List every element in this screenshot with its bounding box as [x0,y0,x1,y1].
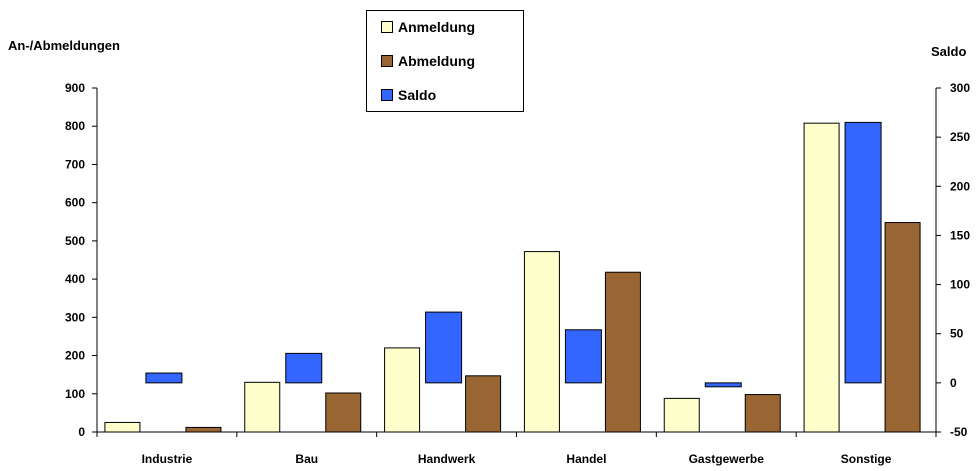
legend-item-abmeldung: Abmeldung [381,53,475,69]
x-tick-label-bau: Bau [295,452,318,466]
y-left-tick-label-400: 400 [65,272,85,286]
legend-swatch-abmeldung [381,55,393,67]
legend-item-saldo: Saldo [381,87,436,103]
y-right-tick-label-100: 100 [950,278,970,292]
bar-anmeldung-sonstige [803,122,840,433]
bar-abmeldung-handwerk [465,375,502,433]
legend-label-saldo: Saldo [398,87,437,103]
axes-layer: 0 100 200 300 400 500 600 700 800 900 -50 0 50 100 150… [65,81,970,466]
legend-label-anmeldung: Anmeldung [398,19,475,35]
legend-item-anmeldung: Anmeldung [381,19,475,35]
y-right-tick-label-250: 250 [950,130,970,144]
y-axis-left-title: An-/Abmeldungen [8,38,120,53]
bar-saldo-bau [285,352,323,384]
y-right-tick-label-50: 50 [950,327,964,341]
legend-swatch-saldo [381,89,393,101]
y-left-tick-label-800: 800 [65,119,85,133]
x-tick-label-handel: Handel [566,452,606,466]
bar-saldo-handwerk [425,311,463,384]
x-tick-label-industrie: Industrie [142,452,193,466]
bar-abmeldung-sonstige [884,222,921,433]
bar-saldo-sonstige [844,121,882,384]
bar-anmeldung-gastgewerbe [663,397,700,433]
bars-layer [104,121,921,433]
y-left-tick-label-500: 500 [65,234,85,248]
y-left-tick-label-900: 900 [65,81,85,95]
legend-swatch-anmeldung [381,21,393,33]
y-axis-right-title: Saldo [931,44,967,59]
bar-saldo-industrie [145,372,183,384]
bar-anmeldung-industrie [104,421,141,433]
bar-abmeldung-industrie [185,426,222,433]
y-left-tick-label-700: 700 [65,157,85,171]
y-right-tick-label-200: 200 [950,179,970,193]
y-left-tick-label-100: 100 [65,387,85,401]
y-left-tick-label-300: 300 [65,310,85,324]
bar-saldo-gastgewerbe [704,382,742,388]
bar-abmeldung-gastgewerbe [744,394,781,433]
bar-abmeldung-handel [604,271,641,433]
bar-anmeldung-handwerk [384,347,421,433]
y-right-tick-label-0: 0 [950,376,957,390]
legend-label-abmeldung: Abmeldung [398,53,475,69]
x-tick-label-handwerk: Handwerk [418,452,476,466]
x-tick-label-sonstige: Sonstige [841,452,892,466]
x-tick-label-gastgewerbe: Gastgewerbe [689,452,765,466]
legend: Anmeldung Abmeldung Saldo [366,10,524,112]
bar-abmeldung-bau [325,392,362,433]
y-right-tick-label--50: -50 [950,425,968,439]
bar-anmeldung-handel [523,251,560,433]
bar-saldo-handel [564,329,602,384]
bar-anmeldung-bau [244,381,281,433]
y-left-tick-label-200: 200 [65,349,85,363]
y-left-tick-label-0: 0 [78,425,85,439]
y-right-tick-label-300: 300 [950,81,970,95]
y-right-tick-label-150: 150 [950,228,970,242]
y-left-tick-label-600: 600 [65,196,85,210]
